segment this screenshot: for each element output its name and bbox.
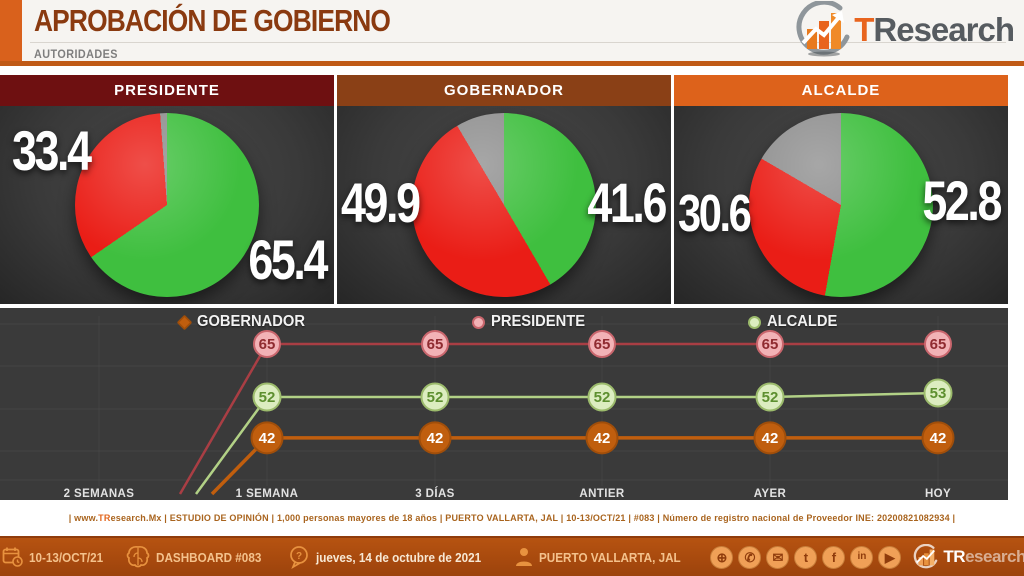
svg-text:65: 65 xyxy=(427,336,444,353)
svg-text:42: 42 xyxy=(427,430,444,447)
svg-text:42: 42 xyxy=(259,430,276,447)
trend-chart: GOBERNADOR PRESIDENTE ALCALDE 42 42 42 42 42… xyxy=(0,308,1008,500)
svg-text:HOY: HOY xyxy=(925,488,951,500)
svg-text:65: 65 xyxy=(762,336,779,353)
presidente-marker-icon xyxy=(472,315,485,329)
study-methodology-text: | www.TResearch.Mx | ESTUDIO DE OPINIÓN … xyxy=(68,513,956,523)
svg-text:1 SEMANA: 1 SEMANA xyxy=(236,488,299,500)
location-label: PUERTO VALLARTA, JAL xyxy=(538,549,681,565)
svg-text:?: ? xyxy=(296,551,302,562)
panel-header-gobernador: GOBERNADOR xyxy=(337,75,671,106)
svg-text:52: 52 xyxy=(427,389,444,406)
pie-area-alcalde: 30.6 52.8 xyxy=(674,106,1008,304)
pie-area-presidente: 33.4 65.4 xyxy=(0,106,334,304)
website-icon[interactable]: ⊕ xyxy=(710,545,734,569)
pie-area-gobernador: 49.9 41.6 xyxy=(337,106,671,304)
legend-alcalde: ALCALDE xyxy=(748,313,843,331)
svg-text:52: 52 xyxy=(762,389,779,406)
twitter-icon[interactable]: t xyxy=(794,545,818,569)
legend-presidente: PRESIDENTE xyxy=(472,313,593,331)
disapproval-value: 49.9 xyxy=(341,171,421,234)
svg-text:42: 42 xyxy=(930,430,947,447)
panel-gobernador: GOBERNADOR 49.9 41.6 xyxy=(337,75,671,304)
tresearch-chart-icon xyxy=(790,1,854,59)
svg-text:42: 42 xyxy=(762,430,779,447)
svg-text:53: 53 xyxy=(930,385,947,402)
panel-alcalde: ALCALDE 30.6 52.8 xyxy=(674,75,1008,304)
header-divider-line xyxy=(30,42,1006,43)
approval-value: 41.6 xyxy=(587,171,667,234)
person-location-icon xyxy=(514,546,534,568)
linkedin-icon[interactable]: in xyxy=(850,545,874,569)
svg-text:52: 52 xyxy=(259,389,276,406)
pie-chart-presidente xyxy=(75,113,259,297)
social-icons-row: ⊕ ✆ ✉ t f in ▶ xyxy=(710,545,902,569)
svg-text:3 DÍAS: 3 DÍAS xyxy=(415,487,454,500)
panel-presidente: PRESIDENTE 33.4 65.4 xyxy=(0,75,334,304)
tresearch-logo: TResearch xyxy=(790,1,1015,59)
page-subtitle: AUTORIDADES xyxy=(34,47,118,61)
location-group: PUERTO VALLARTA, JAL xyxy=(514,546,696,568)
bottombar-tresearch-logo: TResearch xyxy=(910,544,1024,570)
disapproval-value: 33.4 xyxy=(12,119,92,182)
youtube-icon[interactable]: ▶ xyxy=(878,545,902,569)
tresearch-wordmark: TResearch xyxy=(854,11,1015,48)
svg-text:2 SEMANAS: 2 SEMANAS xyxy=(64,488,135,500)
svg-text:65: 65 xyxy=(259,336,276,353)
pie-chart-alcalde xyxy=(749,113,933,297)
brain-icon xyxy=(125,545,151,569)
header-orange-divider xyxy=(0,61,1024,66)
approval-pies-row: PRESIDENTE 33.4 65.4 GOBERNADOR 49.9 41.… xyxy=(0,66,1024,304)
dashboard-group: DASHBOARD #083 xyxy=(125,545,273,569)
approval-value: 52.8 xyxy=(922,169,1002,232)
disapproval-value: 30.6 xyxy=(678,185,752,243)
svg-text:65: 65 xyxy=(594,336,611,353)
svg-text:52: 52 xyxy=(594,389,611,406)
footer-strip: | www.TResearch.Mx | ESTUDIO DE OPINIÓN … xyxy=(0,500,1024,536)
email-icon[interactable]: ✉ xyxy=(766,545,790,569)
survey-dates-group: 10-13/OCT/21 xyxy=(2,546,111,568)
panel-header-alcalde: ALCALDE xyxy=(674,75,1008,106)
bottom-bar: 10-13/OCT/21 DASHBOARD #083 ? jueves, 14… xyxy=(0,536,1024,576)
panel-header-presidente: PRESIDENTE xyxy=(0,75,334,106)
page-title: APROBACIÓN DE GOBIERNO xyxy=(34,3,391,38)
dashboard-number: DASHBOARD #083 xyxy=(156,549,262,565)
publish-date-group: ? jueves, 14 de octubre de 2021 xyxy=(287,545,500,569)
svg-text:42: 42 xyxy=(594,430,611,447)
svg-text:65: 65 xyxy=(930,336,947,353)
corner-accent-block xyxy=(0,0,22,62)
calendar-clock-icon xyxy=(2,546,24,568)
pie-chart-gobernador xyxy=(412,113,596,297)
svg-text:AYER: AYER xyxy=(754,488,787,500)
tresearch-chart-icon-small xyxy=(910,544,940,570)
question-bubble-icon: ? xyxy=(287,545,311,569)
approval-value: 65.4 xyxy=(248,228,328,291)
phone-icon[interactable]: ✆ xyxy=(738,545,762,569)
svg-text:ANTIER: ANTIER xyxy=(579,488,625,500)
legend-gobernador: GOBERNADOR xyxy=(176,313,314,331)
gobernador-marker-icon xyxy=(176,314,193,330)
facebook-icon[interactable]: f xyxy=(822,545,846,569)
alcalde-marker-icon xyxy=(748,315,761,329)
trend-lines-svg: 42 42 42 42 42 65 65 65 65 65 52 52 52 52 53 2 SEMANAS 1… xyxy=(0,316,1008,500)
survey-date-range: 10-13/OCT/21 xyxy=(29,549,104,565)
header: APROBACIÓN DE GOBIERNO AUTORIDADES TRese… xyxy=(0,0,1024,66)
publish-date: jueves, 14 de octubre de 2021 xyxy=(316,549,482,565)
